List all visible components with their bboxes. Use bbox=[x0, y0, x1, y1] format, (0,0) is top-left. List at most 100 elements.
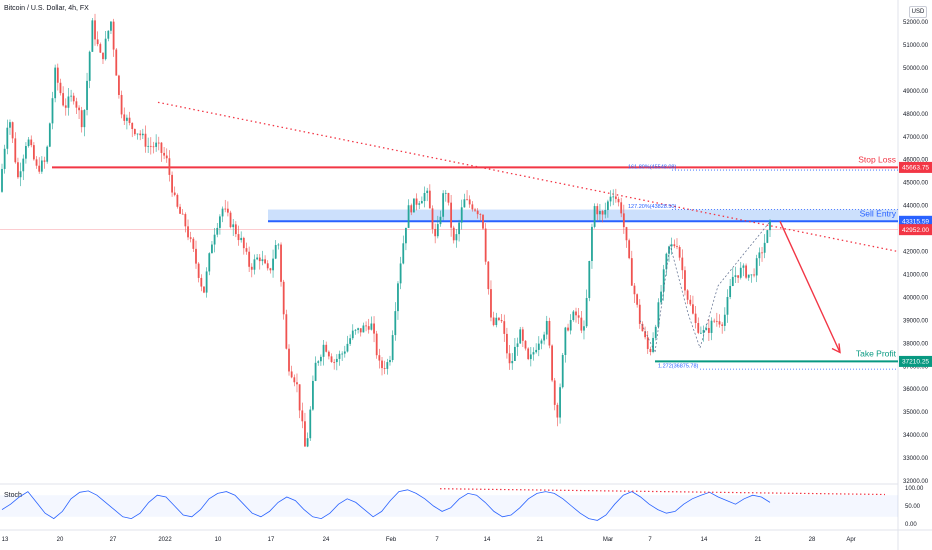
candle-body bbox=[187, 226, 189, 238]
candle-body bbox=[745, 265, 747, 278]
price-tick-label: 33000.00 bbox=[903, 456, 929, 462]
candle-body bbox=[383, 368, 386, 369]
candle-body bbox=[176, 194, 179, 207]
candle-body bbox=[625, 227, 628, 241]
level-price-text: 45663.75 bbox=[902, 165, 929, 172]
candle-body bbox=[80, 110, 83, 128]
candle-body bbox=[234, 224, 237, 235]
symbol-title: Bitcoin / U.S. Dollar, 4h, FX bbox=[4, 5, 89, 12]
candle-body bbox=[83, 109, 86, 128]
candle-body bbox=[184, 214, 187, 227]
candle-body bbox=[428, 190, 431, 209]
fib-label: 127.20%(43828.50) bbox=[628, 204, 676, 210]
candle-body bbox=[229, 212, 232, 228]
candle-body bbox=[492, 317, 495, 326]
candle-body bbox=[713, 320, 716, 322]
candle-body bbox=[532, 352, 535, 355]
level-name-label: Take Profit bbox=[856, 348, 897, 358]
candle-body bbox=[288, 348, 290, 372]
candle-body bbox=[9, 122, 11, 128]
candle-body bbox=[219, 216, 221, 228]
stoch-line bbox=[1, 489, 771, 521]
candle-body bbox=[524, 340, 527, 349]
candle-body bbox=[407, 205, 410, 228]
candle-body bbox=[657, 302, 660, 327]
candle-body bbox=[213, 234, 216, 245]
candle-body bbox=[394, 311, 397, 336]
price-tick-label: 32000.00 bbox=[903, 479, 929, 485]
candle-body bbox=[282, 281, 285, 315]
candle-body bbox=[242, 237, 245, 249]
candle-body bbox=[330, 356, 333, 362]
price-tick-label: 49000.00 bbox=[903, 89, 929, 95]
candle-body bbox=[123, 114, 126, 121]
candle-body bbox=[761, 252, 763, 254]
candle-body bbox=[551, 345, 553, 381]
candle-body bbox=[599, 211, 601, 215]
candle-body bbox=[399, 263, 402, 284]
candle-body bbox=[665, 253, 668, 270]
candle-body bbox=[133, 129, 136, 135]
candle-body bbox=[606, 201, 609, 210]
candle-body bbox=[341, 353, 344, 355]
candle-body bbox=[742, 265, 745, 268]
candle-body bbox=[149, 145, 152, 147]
price-tick-label: 46000.00 bbox=[903, 158, 929, 164]
candle-body bbox=[152, 146, 155, 148]
price-tick-label: 52000.00 bbox=[903, 20, 929, 26]
candle-body bbox=[715, 320, 718, 322]
candle-body bbox=[189, 237, 192, 239]
candle-body bbox=[723, 314, 726, 326]
candle-body bbox=[200, 277, 203, 287]
candle-body bbox=[476, 210, 479, 215]
candle-body bbox=[293, 377, 296, 383]
candle-body bbox=[141, 133, 144, 136]
candle-body bbox=[601, 211, 604, 215]
candle-body bbox=[365, 325, 367, 327]
candle-body bbox=[211, 244, 213, 254]
candle-body bbox=[144, 133, 147, 147]
candle-body bbox=[256, 257, 259, 260]
price-tick-label: 44000.00 bbox=[903, 204, 929, 210]
candle-body bbox=[125, 117, 128, 121]
candle-body bbox=[694, 313, 697, 324]
candle-body bbox=[301, 410, 304, 422]
candle-body bbox=[96, 39, 99, 45]
time-tick-label: 24 bbox=[323, 537, 330, 543]
candle-body bbox=[529, 354, 532, 360]
candle-body bbox=[604, 209, 607, 215]
candle-body bbox=[195, 248, 197, 264]
candle-body bbox=[420, 201, 423, 204]
candle-body bbox=[381, 360, 383, 369]
candle-body bbox=[22, 158, 25, 172]
time-tick-label: Apr bbox=[846, 537, 855, 543]
candle-body bbox=[580, 317, 583, 331]
level-name-label: Stop Loss bbox=[858, 154, 896, 164]
candle-body bbox=[487, 261, 490, 290]
price-tick-label: 38000.00 bbox=[903, 341, 929, 347]
candle-body bbox=[758, 252, 761, 259]
candle-body bbox=[415, 198, 418, 205]
candle-body bbox=[357, 328, 359, 330]
trade-arrowhead bbox=[831, 343, 841, 354]
candle-body bbox=[506, 333, 508, 354]
candle-body bbox=[439, 216, 442, 225]
candle-body bbox=[224, 208, 227, 210]
candle-body bbox=[641, 323, 644, 332]
currency-badge[interactable]: USD bbox=[909, 6, 927, 18]
candle-body bbox=[11, 122, 14, 139]
candle-body bbox=[264, 259, 266, 264]
candle-body bbox=[274, 245, 277, 259]
candle-body bbox=[630, 258, 633, 286]
candle-body bbox=[455, 234, 458, 241]
price-tick-label: 47000.00 bbox=[903, 135, 929, 141]
candle-body bbox=[192, 238, 195, 249]
candle-body bbox=[258, 257, 261, 262]
candle-body bbox=[697, 323, 700, 333]
sell-entry-zone bbox=[268, 209, 898, 222]
candle-body bbox=[173, 192, 176, 195]
candle-body bbox=[245, 248, 248, 252]
candle-body bbox=[367, 326, 370, 330]
candle-body bbox=[131, 122, 134, 130]
